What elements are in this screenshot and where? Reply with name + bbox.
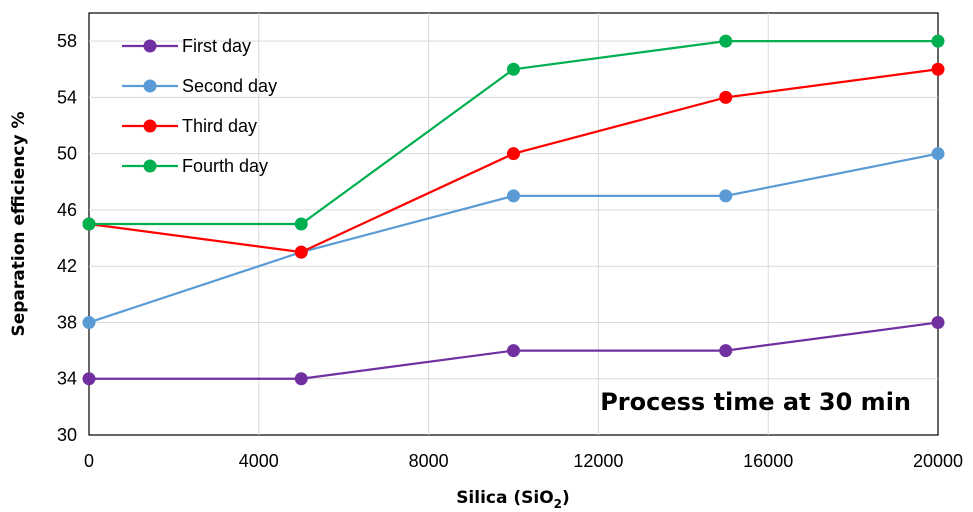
legend-item: Third day	[122, 116, 257, 136]
legend-label: Second day	[182, 76, 277, 96]
data-point	[82, 217, 96, 231]
x-axis-title-end: )	[562, 488, 570, 508]
series-fourth-day	[82, 34, 945, 231]
data-point	[719, 344, 733, 358]
series-first-day	[82, 315, 945, 386]
data-point	[719, 90, 733, 104]
x-axis-title-subscript: 2	[554, 497, 562, 511]
data-point	[82, 315, 96, 329]
x-axis-title: Silica (SiO2)	[456, 488, 570, 511]
annotation: Process time at 30 min	[600, 388, 911, 416]
data-point	[507, 344, 520, 358]
legend-swatch-marker	[143, 79, 157, 93]
legend-swatch-marker	[143, 119, 157, 133]
data-point	[931, 34, 945, 48]
x-tick-labels: 0 4000 8000 12000 16000 20000	[84, 451, 963, 471]
data-point	[294, 372, 308, 386]
data-point	[507, 147, 520, 161]
y-tick-label: 42	[57, 256, 77, 276]
y-tick-label: 38	[57, 312, 77, 332]
x-tick-label: 12000	[573, 451, 623, 471]
legend-swatch-marker	[143, 159, 157, 173]
data-point	[931, 147, 945, 161]
data-point	[294, 245, 308, 259]
x-tick-label: 16000	[743, 451, 793, 471]
data-point	[931, 62, 945, 76]
data-point	[719, 189, 733, 203]
legend-label: First day	[182, 36, 251, 56]
y-tick-label: 54	[57, 87, 77, 107]
legend-item: First day	[122, 36, 251, 56]
x-tick-label: 0	[84, 451, 94, 471]
y-axis-title: Separation efficiency %	[9, 111, 29, 336]
data-point	[294, 217, 308, 231]
x-axis-title-main: Silica (SiO	[456, 488, 553, 508]
series-lines	[82, 34, 945, 386]
y-tick-label: 50	[57, 144, 77, 164]
y-tick-label: 30	[57, 425, 77, 445]
legend-swatch-marker	[143, 39, 157, 53]
legend-label: Third day	[182, 116, 257, 136]
data-point	[719, 34, 733, 48]
y-tick-label: 58	[57, 31, 77, 51]
data-point	[507, 189, 520, 203]
legend-label: Fourth day	[182, 156, 268, 176]
data-point	[82, 372, 96, 386]
x-tick-label: 4000	[239, 451, 279, 471]
x-tick-label: 20000	[913, 451, 963, 471]
data-point	[931, 315, 945, 329]
x-tick-label: 8000	[409, 451, 449, 471]
data-point	[507, 62, 520, 76]
y-tick-label: 46	[57, 200, 77, 220]
y-tick-labels: 30 34 38 42 46 50 54 58	[57, 31, 77, 445]
y-tick-label: 34	[57, 369, 77, 389]
legend-item: Second day	[122, 76, 277, 96]
legend-item: Fourth day	[122, 156, 268, 176]
legend: First day Second day Third day Fourth day	[122, 36, 277, 176]
